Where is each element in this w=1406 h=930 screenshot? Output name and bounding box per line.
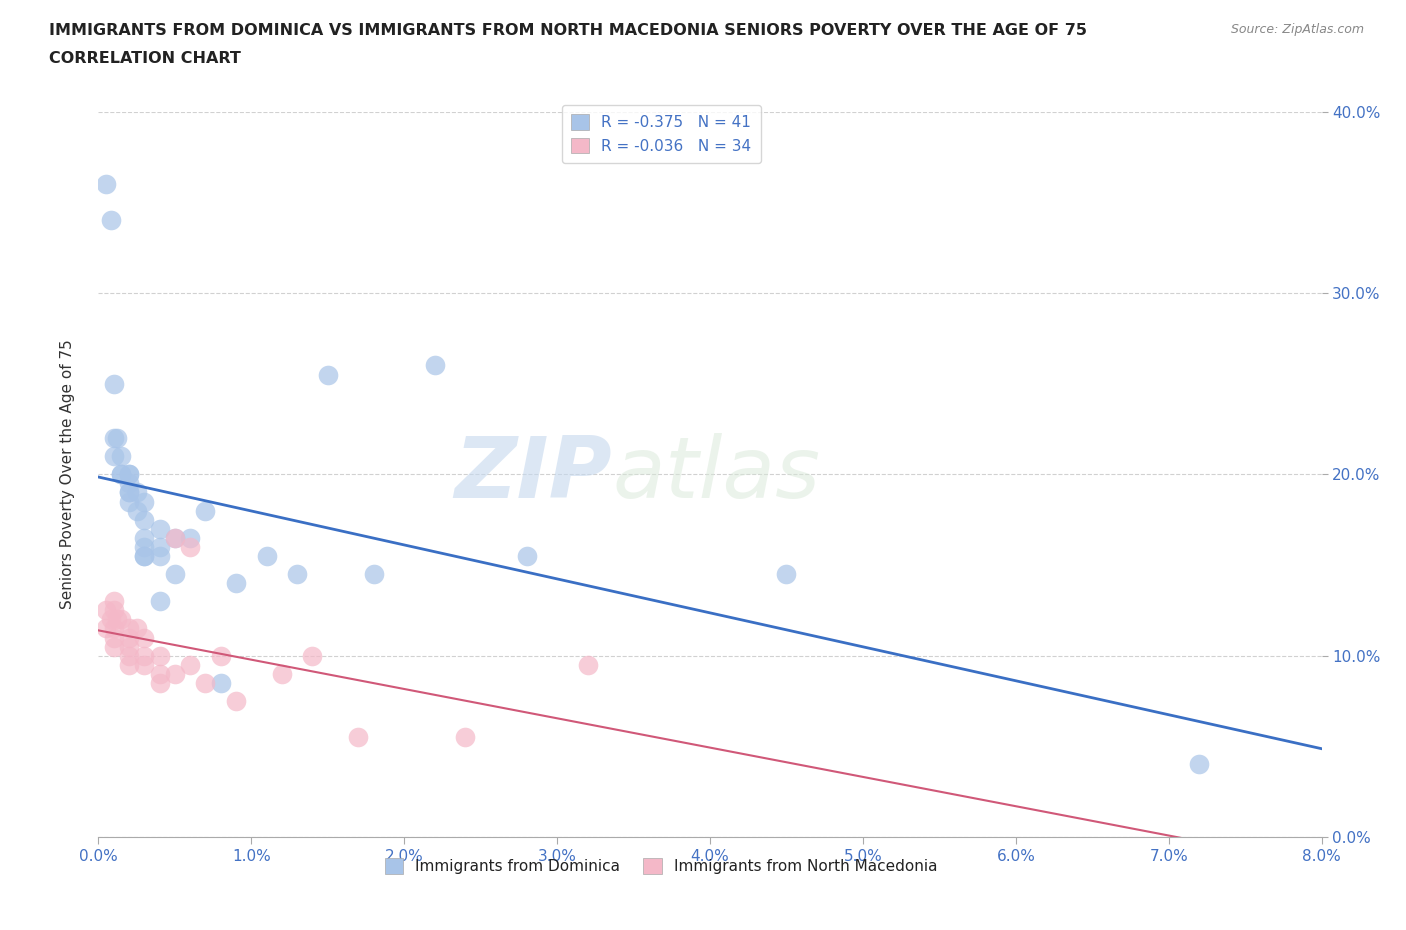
Point [516, 549, 538, 564]
Point [125, 503, 148, 518]
Point [225, 576, 247, 591]
Point [105, 431, 128, 445]
Point [134, 658, 156, 672]
Text: Source: ZipAtlas.com: Source: ZipAtlas.com [1230, 23, 1364, 36]
Point [163, 530, 186, 545]
Point [103, 377, 125, 392]
Text: ZIP: ZIP [454, 432, 612, 516]
Point [194, 503, 217, 518]
Point [1188, 757, 1211, 772]
Point [103, 631, 125, 645]
Point [285, 566, 308, 581]
Point [100, 213, 122, 228]
Point [134, 530, 156, 545]
Point [576, 658, 599, 672]
Point [110, 449, 132, 464]
Point [149, 667, 172, 682]
Point [209, 648, 232, 663]
Point [125, 621, 148, 636]
Point [134, 549, 156, 564]
Point [423, 358, 446, 373]
Point [149, 675, 172, 690]
Point [110, 467, 132, 482]
Point [100, 612, 122, 627]
Point [118, 639, 141, 654]
Point [103, 431, 125, 445]
Point [118, 648, 141, 663]
Point [209, 675, 232, 690]
Point [149, 648, 172, 663]
Point [194, 675, 217, 690]
Legend: Immigrants from Dominica, Immigrants from North Macedonia: Immigrants from Dominica, Immigrants fro… [378, 852, 943, 880]
Point [125, 485, 148, 500]
Point [301, 648, 323, 663]
Point [149, 539, 172, 554]
Point [134, 631, 156, 645]
Point [118, 631, 141, 645]
Point [179, 539, 201, 554]
Text: CORRELATION CHART: CORRELATION CHART [49, 51, 240, 66]
Point [94, 177, 117, 192]
Point [347, 730, 370, 745]
Point [363, 566, 385, 581]
Point [149, 594, 172, 609]
Point [134, 648, 156, 663]
Point [134, 494, 156, 509]
Point [179, 658, 201, 672]
Point [105, 612, 128, 627]
Point [149, 549, 172, 564]
Point [118, 494, 141, 509]
Point [316, 367, 339, 382]
Point [118, 658, 141, 672]
Point [163, 667, 186, 682]
Point [270, 667, 294, 682]
Point [179, 530, 201, 545]
Point [118, 467, 141, 482]
Point [454, 730, 477, 745]
Point [118, 621, 141, 636]
Point [94, 603, 117, 618]
Point [103, 639, 125, 654]
Point [163, 566, 186, 581]
Point [110, 612, 132, 627]
Point [118, 467, 141, 482]
Point [103, 603, 125, 618]
Text: atlas: atlas [612, 432, 820, 516]
Point [118, 476, 141, 491]
Point [163, 530, 186, 545]
Point [103, 621, 125, 636]
Point [256, 549, 278, 564]
Point [149, 521, 172, 536]
Point [110, 467, 132, 482]
Point [775, 566, 797, 581]
Point [134, 539, 156, 554]
Point [103, 594, 125, 609]
Point [94, 621, 117, 636]
Y-axis label: Seniors Poverty Over the Age of 75: Seniors Poverty Over the Age of 75 [60, 339, 75, 609]
Point [118, 485, 141, 500]
Point [103, 449, 125, 464]
Text: IMMIGRANTS FROM DOMINICA VS IMMIGRANTS FROM NORTH MACEDONIA SENIORS POVERTY OVER: IMMIGRANTS FROM DOMINICA VS IMMIGRANTS F… [49, 23, 1087, 38]
Point [134, 549, 156, 564]
Point [118, 485, 141, 500]
Point [225, 694, 247, 709]
Point [134, 512, 156, 527]
